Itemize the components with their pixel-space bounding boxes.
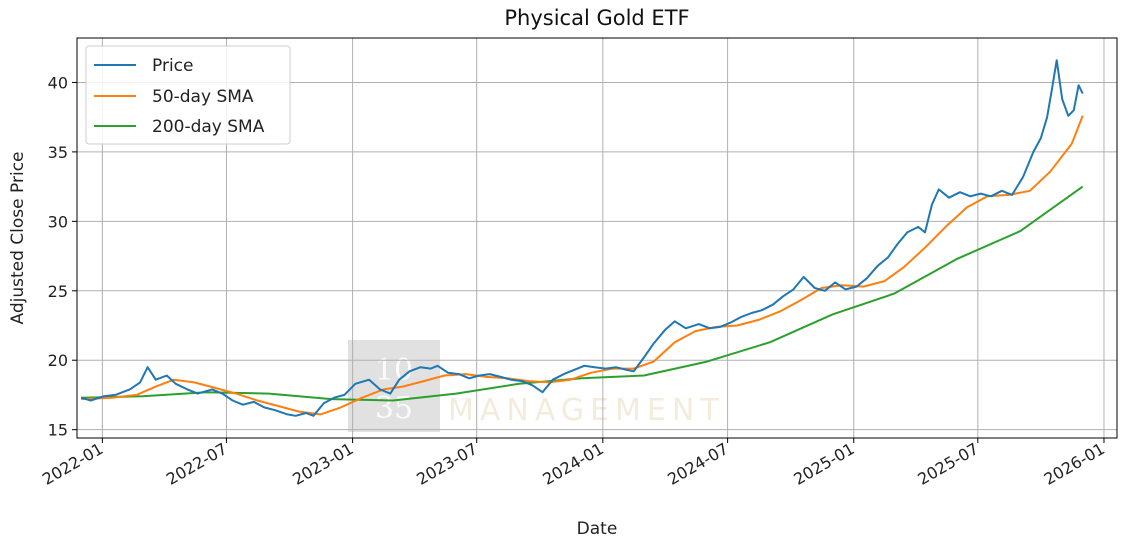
series-line-sma200 (81, 185, 1084, 402)
y-tick-label: 15 (48, 421, 68, 440)
legend-label-sma50: 50-day SMA (152, 87, 254, 107)
x-axis: 2022-01 2022-07 2023-01 2023-07 2024-01 2024-… (39, 438, 1108, 489)
plot-frame (76, 37, 1118, 439)
x-axis-label: Date (577, 519, 618, 539)
series-line-price (80, 59, 1084, 417)
x-tick-label: 2022-07 (163, 439, 230, 489)
x-tick-label: 2024-01 (539, 439, 606, 489)
y-axis: 15 20 25 30 35 40 (48, 73, 77, 440)
legend-box (85, 45, 291, 145)
watermark-number-bottom: 35 (375, 391, 413, 426)
legend-label-price: Price (152, 56, 193, 76)
x-tick-label: 2026-01 (1041, 439, 1108, 489)
y-tick-label: 25 (48, 282, 68, 301)
x-tick-label: 2025-01 (790, 439, 857, 489)
legend: Price 50-day SMA 200-day SMA (85, 45, 291, 145)
x-tick-label: 2025-07 (914, 439, 981, 489)
x-tick-label: 2023-01 (289, 439, 356, 489)
y-tick-label: 40 (48, 73, 68, 92)
y-tick-label: 35 (48, 143, 68, 162)
chart-title: Physical Gold ETF (504, 6, 689, 30)
x-tick-label: 2023-07 (413, 439, 480, 489)
x-tick-label: 2024-07 (664, 439, 731, 489)
legend-label-sma200: 200-day SMA (152, 117, 265, 137)
y-tick-label: 20 (48, 351, 68, 370)
y-axis-label: Adjusted Close Price (8, 152, 28, 325)
watermark-text: MANAGEMENT (448, 393, 725, 428)
x-tick-label: 2022-01 (39, 439, 106, 489)
watermark-number-top: 10 (375, 353, 413, 388)
series-line-sma50 (81, 115, 1084, 416)
y-tick-label: 30 (48, 212, 68, 231)
series-group (80, 59, 1084, 417)
